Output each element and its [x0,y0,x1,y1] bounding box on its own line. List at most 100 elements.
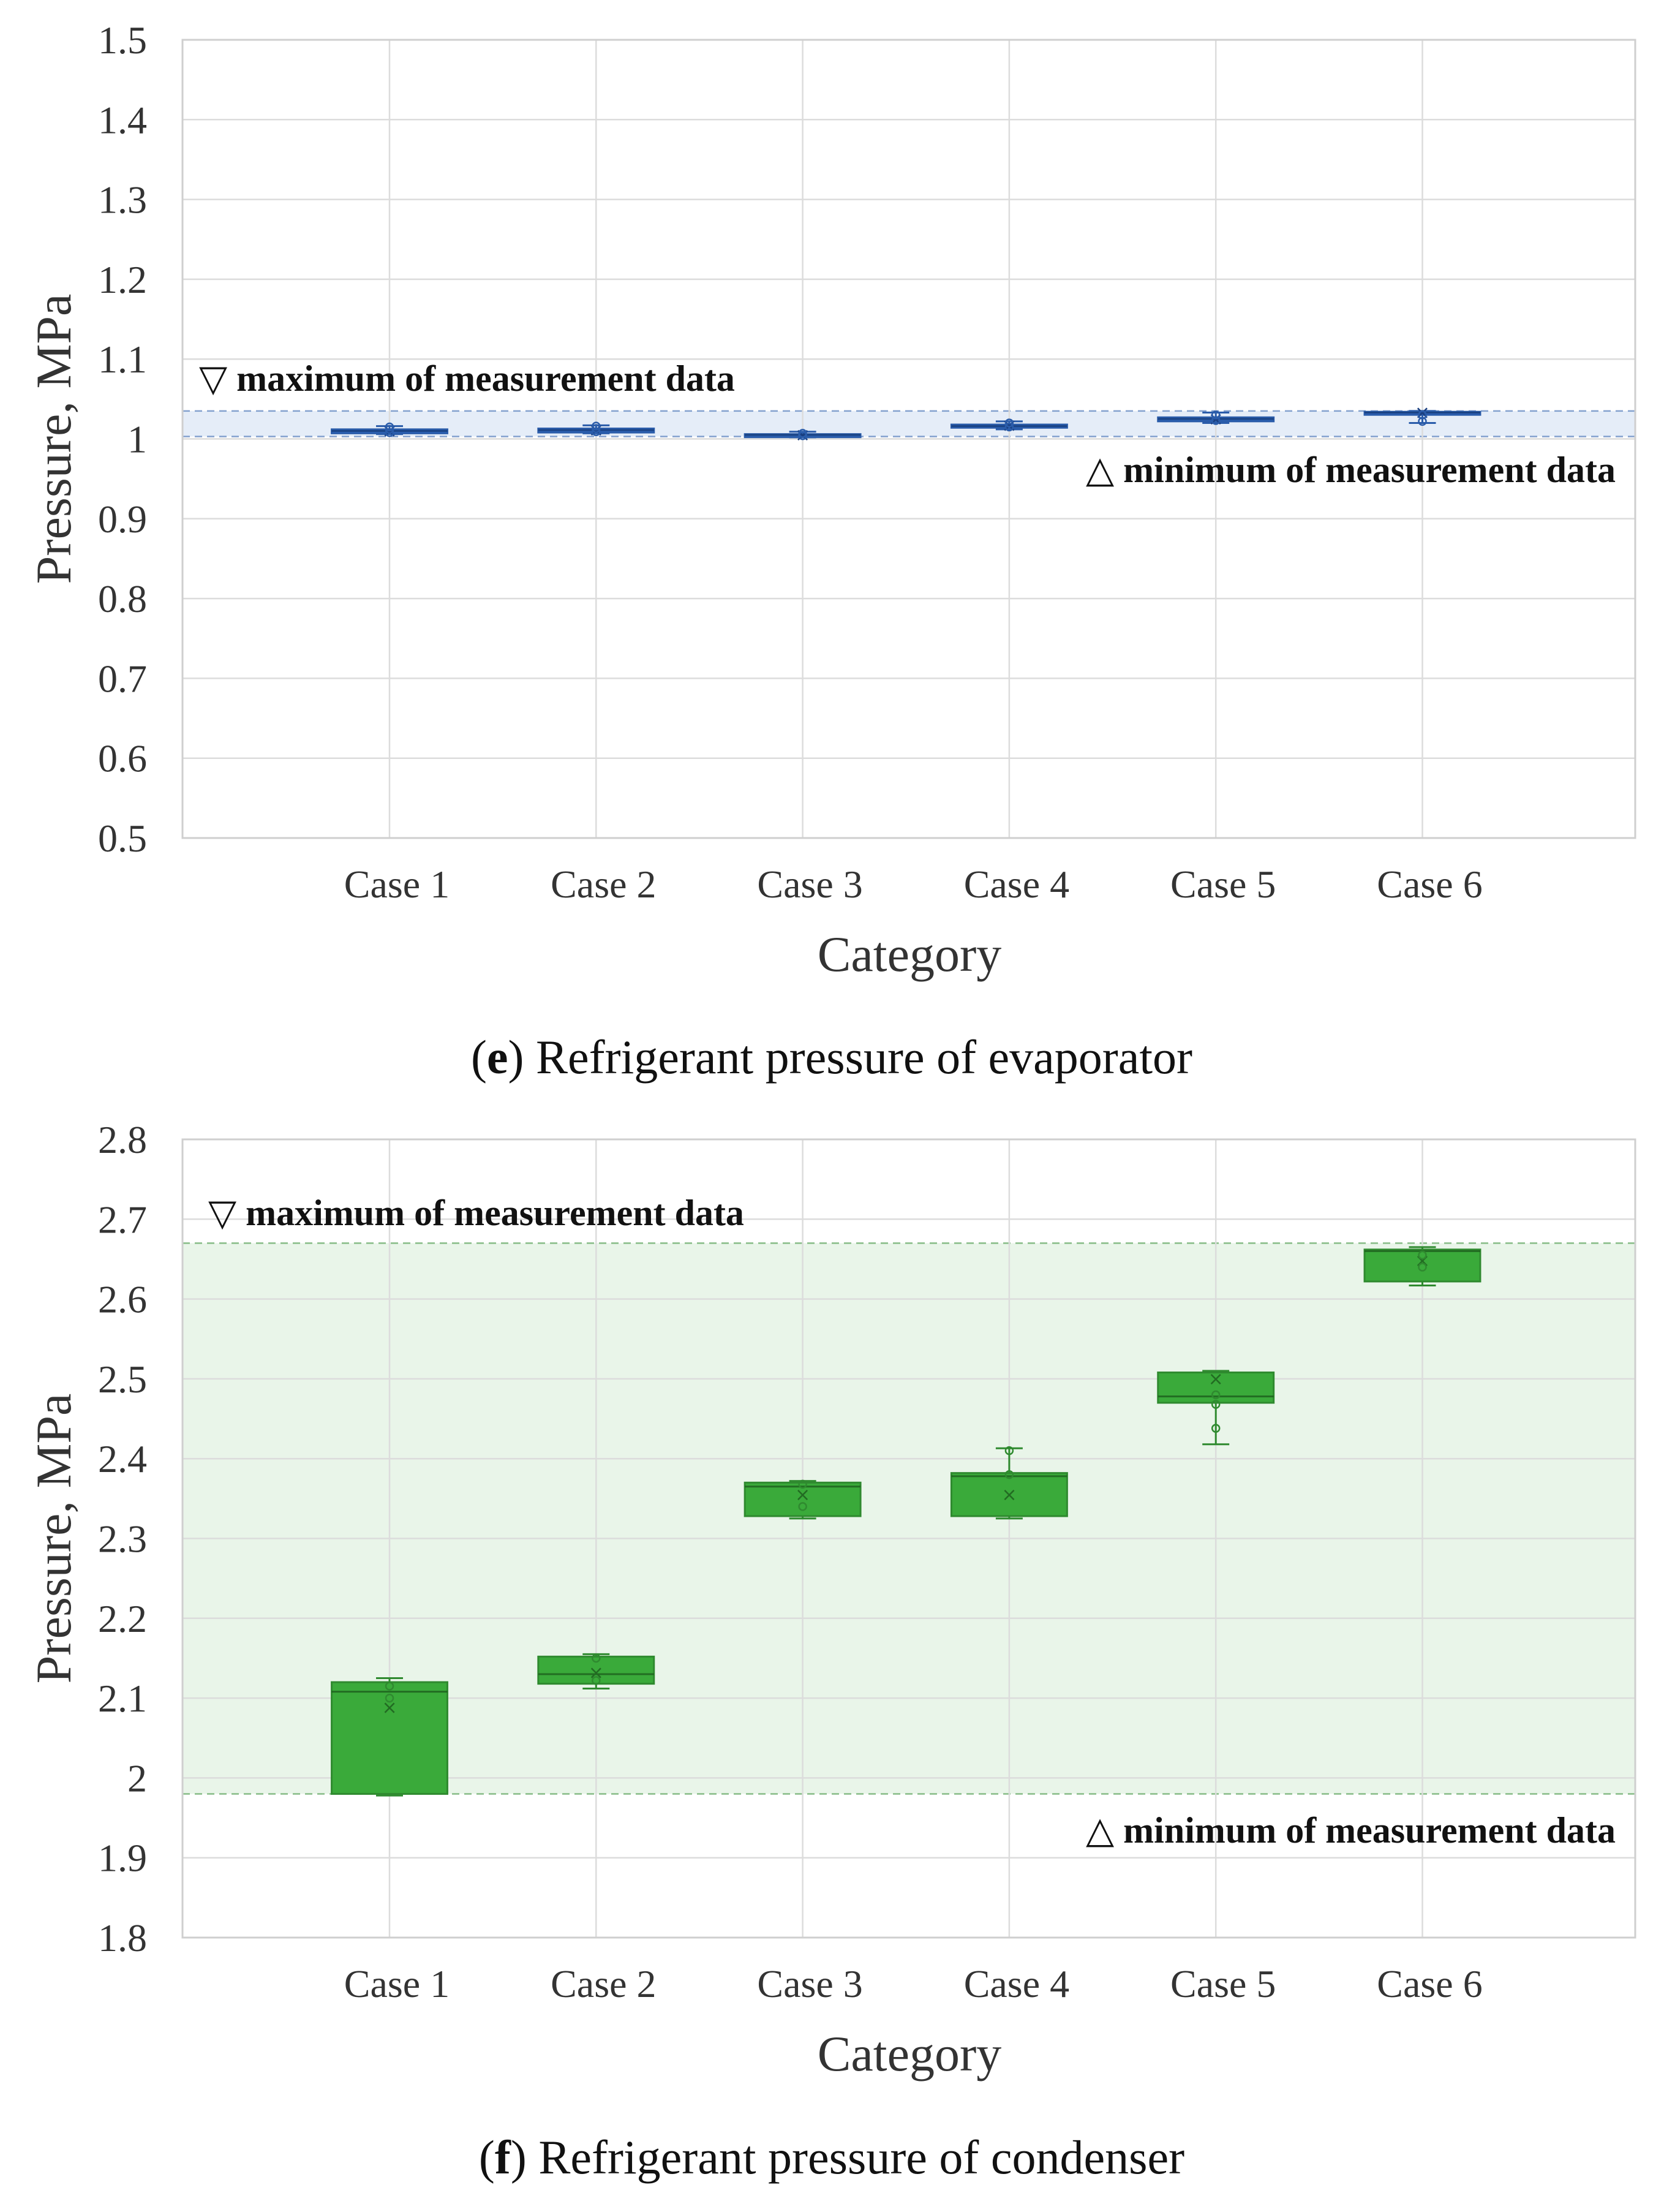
caption-text: Refrigerant pressure of evaporator [524,1030,1193,1084]
data-point [1004,1446,1014,1455]
chart-f-boxes: × × × × × × [331,1246,1481,1797]
box-case-1: × [331,420,448,442]
chart-f-max-annotation: ▽ maximum of measurement data [208,1193,744,1233]
data-point [1418,417,1427,426]
y-tick-label: 0.9 [98,497,147,541]
caption-letter: e [487,1030,508,1084]
data-point [385,428,394,437]
caption-close-paren: ) [508,1030,524,1084]
x-tick-label: Case 4 [964,1962,1069,2006]
y-tick-label: 2.7 [98,1198,147,1241]
caption-letter: f [495,2131,511,2184]
data-point [798,1479,807,1489]
box-case-6: × [1363,402,1481,426]
x-tick-label: Case 5 [1170,863,1276,906]
x-tick-label: Case 1 [344,1962,450,2006]
y-tick-label: 0.6 [98,737,147,780]
chart-e-plot-frame [181,39,1636,839]
mean-marker: × [1001,1484,1017,1506]
x-tick-label: Case 2 [551,863,656,906]
data-point [592,427,601,437]
y-tick-label: 2.3 [98,1517,147,1561]
chart-e-gridlines [183,39,1635,839]
box-iqr [950,1472,1068,1517]
y-tick-label: 2 [127,1756,147,1800]
data-point [1418,410,1427,420]
data-point [385,422,394,432]
y-tick-label: 1.9 [98,1836,147,1880]
chart-evaporator: × × × × × × 0.5 0.6 0.7 0.8 0.9 1 1.1 1.2 1.3 1.4 1.5 C… [26,18,1636,1084]
y-tick-label: 1.8 [98,1916,147,1960]
box-iqr [331,1681,448,1795]
y-tick-label: 2.6 [98,1278,147,1321]
y-tick-label: 0.7 [98,657,147,700]
box-case-3: × [744,1479,862,1520]
box-case-2: × [537,1653,655,1689]
chart-f-gridlines [183,1138,1635,1939]
y-tick-label: 1.2 [98,258,147,301]
mean-marker: × [795,425,810,446]
caption-open-paren: ( [471,1030,487,1084]
data-point [1418,1263,1427,1272]
data-point [1211,1424,1221,1433]
x-tick-label: Case 1 [344,863,450,906]
chart-condenser: × × × × × × 1.8 1.9 2 2.1 2.2 2.3 2.4 2.5 2.6 2.7 2.8 C… [26,1118,1636,2184]
y-tick-label: 1.4 [98,98,147,142]
caption-text: Refrigerant pressure of condenser [527,2131,1184,2184]
box-case-4: × [950,1446,1068,1520]
y-tick-label: 2.1 [98,1677,147,1720]
y-tick-label: 0.8 [98,577,147,621]
data-point [1004,1470,1014,1479]
mean-marker: × [382,1697,397,1719]
data-point [592,421,601,431]
chart-f-y-axis-label: Pressure, MPa [26,1394,81,1684]
chart-f-x-axis-label: Category [818,2026,1002,2082]
data-point [1418,1250,1427,1260]
y-tick-label: 1.5 [98,18,147,62]
chart-f-y-tick-labels: 1.8 1.9 2 2.1 2.2 2.3 2.4 2.5 2.6 2.7 2.8 [98,1118,147,1960]
data-point [592,1676,601,1685]
mean-marker: × [1001,415,1017,436]
x-tick-label: Case 5 [1170,1962,1276,2006]
chart-e-y-tick-labels: 0.5 0.6 0.7 0.8 0.9 1 1.1 1.2 1.3 1.4 1.5 [98,18,147,860]
data-point [385,1693,394,1703]
caption-close-paren: ) [511,2131,527,2184]
data-point [798,1502,807,1511]
x-tick-label: Case 6 [1377,1962,1482,2006]
mean-marker: × [1415,1250,1430,1272]
data-point [385,1682,394,1691]
y-tick-label: 2.2 [98,1597,147,1640]
box-case-1: × [331,1677,448,1797]
data-point [1211,410,1221,420]
box-case-3: × [744,425,862,446]
chart-f-min-annotation: △ minimum of measurement data [1086,1810,1616,1851]
y-tick-label: 2.5 [98,1357,147,1401]
y-tick-label: 2.4 [98,1437,147,1481]
chart-e-x-axis-label: Category [818,926,1002,982]
chart-f-caption: (f) Refrigerant pressure of condenser [479,2131,1184,2184]
x-tick-label: Case 4 [964,863,1069,906]
y-tick-label: 1.3 [98,178,147,222]
chart-f-x-tick-labels: Case 1 Case 2 Case 3 Case 4 Case 5 Case 6 [344,1962,1483,2006]
data-point [1211,1400,1221,1409]
y-tick-label: 1 [127,418,147,461]
x-tick-label: Case 3 [757,1962,862,2006]
box-case-4: × [950,415,1068,436]
caption-open-paren: ( [479,2131,495,2184]
chart-e-x-tick-labels: Case 1 Case 2 Case 3 Case 4 Case 5 Case 6 [344,863,1483,906]
data-point [1211,416,1221,425]
x-tick-label: Case 6 [1377,863,1482,906]
x-tick-label: Case 3 [757,863,862,906]
chart-f-plot-frame [181,1138,1636,1939]
data-point [798,429,807,438]
box-case-5: × [1157,409,1275,430]
x-tick-label: Case 2 [551,1962,656,2006]
chart-e-y-axis-label: Pressure, MPa [26,294,81,584]
y-tick-label: 2.8 [98,1118,147,1161]
data-point [1004,422,1014,432]
mean-marker: × [589,1662,604,1683]
box-case-6: × [1363,1246,1481,1286]
chart-e-boxes: × × × × × × [331,402,1481,446]
chart-e-min-annotation: △ minimum of measurement data [1086,450,1616,490]
